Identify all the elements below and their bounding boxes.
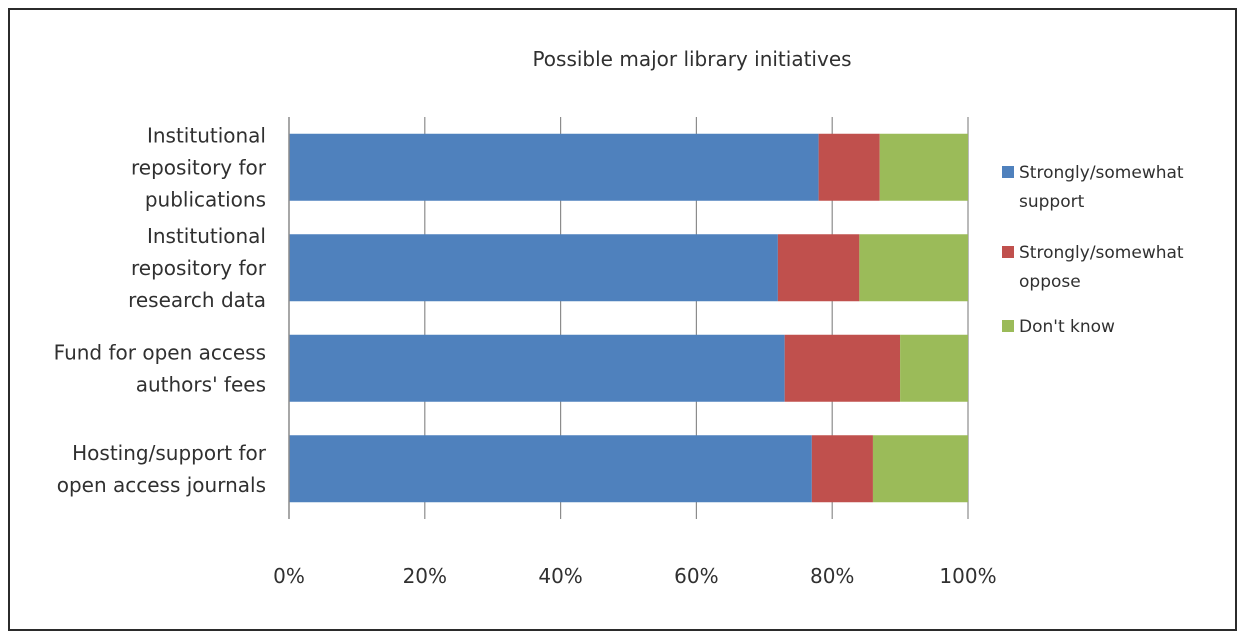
bar-segment <box>784 334 901 402</box>
legend-item: Don't know <box>1002 317 1115 337</box>
legend-label: Strongly/somewhat <box>1019 243 1184 263</box>
category-label: Fund for open access <box>54 340 266 364</box>
bars <box>289 133 968 503</box>
legend-label: Don't know <box>1019 317 1115 337</box>
legend-swatch <box>1002 246 1014 258</box>
bar-segment <box>777 234 860 302</box>
x-tick-label: 40% <box>538 564 582 588</box>
category-label: Institutional <box>147 224 266 248</box>
legend-item: Strongly/somewhat oppose <box>1002 243 1184 292</box>
x-tick-label: 20% <box>403 564 447 588</box>
bar-segment <box>900 334 968 402</box>
bar-segment <box>872 435 968 503</box>
category-label: Institutional <box>147 123 266 147</box>
legend-label: oppose <box>1019 272 1081 292</box>
x-tick-label: 100% <box>939 564 996 588</box>
category-label: publications <box>145 187 266 211</box>
x-tick-label: 0% <box>273 564 305 588</box>
category-label: Hosting/support for <box>72 441 267 465</box>
legend-label: support <box>1019 192 1085 212</box>
bar-segment <box>859 234 968 302</box>
bar-segment <box>289 334 785 402</box>
legend-item: Strongly/somewhat support <box>1002 163 1184 212</box>
bar-segment <box>289 435 812 503</box>
legend-swatch <box>1002 166 1014 178</box>
legend-swatch <box>1002 320 1014 332</box>
x-tick-labels: 0% 20% 40% 60% 80% 100% <box>273 564 996 588</box>
chart-title: Possible major library initiatives <box>532 47 851 71</box>
chart-frame <box>8 8 1237 631</box>
bar-segment <box>879 133 968 201</box>
category-label: repository for <box>131 155 267 179</box>
bar-segment <box>818 133 880 201</box>
category-label: open access journals <box>57 473 266 497</box>
legend-label: Strongly/somewhat <box>1019 163 1184 183</box>
bar-segment <box>811 435 873 503</box>
legend: Strongly/somewhatsupportStrongly/somewha… <box>1002 163 1184 337</box>
category-label: repository for <box>131 256 267 280</box>
bar-segment <box>289 234 778 302</box>
category-labels: Institutional repository for publications I… <box>54 123 267 497</box>
x-tick-label: 80% <box>810 564 854 588</box>
bar-segment <box>289 133 819 201</box>
x-tick-label: 60% <box>674 564 718 588</box>
category-label: research data <box>128 288 266 312</box>
category-label: authors' fees <box>136 372 266 396</box>
